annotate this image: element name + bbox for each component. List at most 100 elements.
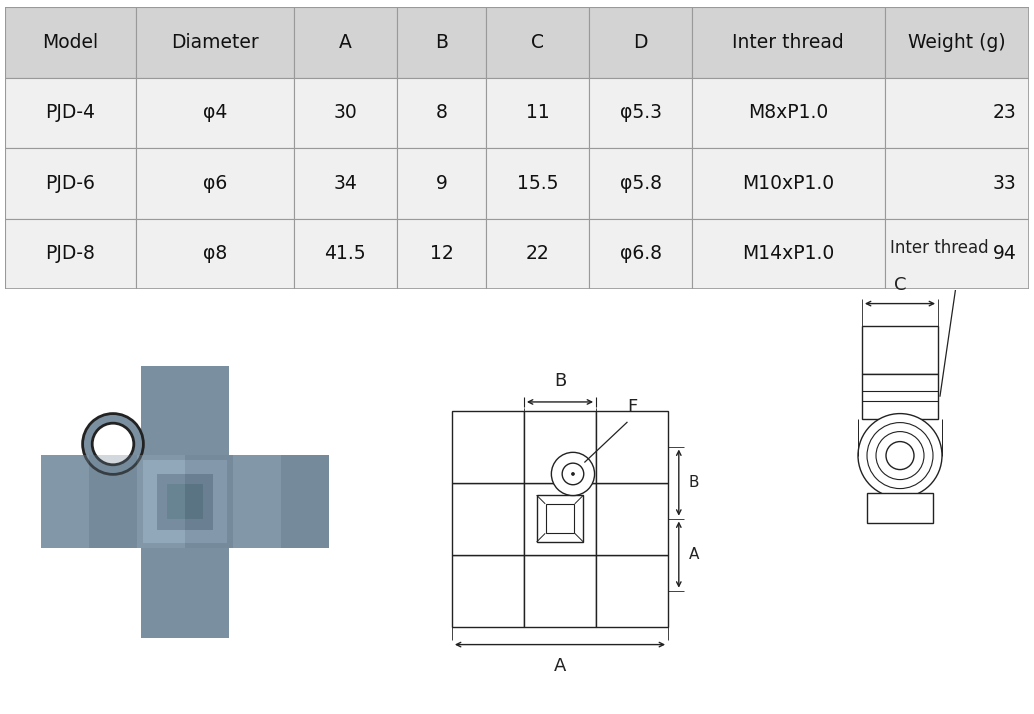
Circle shape — [83, 413, 144, 474]
Text: M10xP1.0: M10xP1.0 — [742, 174, 834, 193]
Text: PJD-8: PJD-8 — [45, 244, 95, 263]
Bar — [168, 484, 203, 519]
Bar — [452, 555, 524, 627]
Bar — [41, 456, 329, 548]
Bar — [5, 7, 135, 78]
Bar — [294, 78, 397, 148]
Bar — [596, 555, 668, 627]
Text: 23: 23 — [993, 104, 1016, 122]
Bar — [41, 456, 89, 548]
Bar — [546, 504, 575, 533]
Bar — [141, 366, 229, 638]
Bar — [866, 493, 933, 523]
Text: φ6.8: φ6.8 — [619, 244, 662, 263]
Bar — [89, 456, 136, 548]
Bar — [524, 555, 596, 627]
Bar — [452, 483, 524, 555]
Bar — [862, 373, 938, 418]
Bar — [185, 456, 233, 548]
Bar — [135, 78, 294, 148]
Bar — [692, 7, 884, 78]
Bar — [589, 78, 692, 148]
Bar — [692, 148, 884, 218]
Bar — [596, 411, 668, 483]
Text: Diameter: Diameter — [171, 33, 258, 52]
Text: A: A — [689, 547, 699, 562]
Circle shape — [876, 431, 924, 480]
Bar — [144, 460, 226, 543]
Text: φ5.3: φ5.3 — [619, 104, 662, 122]
Text: F: F — [627, 398, 637, 416]
Bar — [596, 483, 668, 555]
Bar — [397, 78, 486, 148]
Text: PJD-6: PJD-6 — [45, 174, 95, 193]
Circle shape — [886, 441, 914, 470]
Text: M14xP1.0: M14xP1.0 — [742, 244, 834, 263]
Bar — [5, 148, 135, 218]
Bar — [884, 78, 1029, 148]
Text: 8: 8 — [435, 104, 448, 122]
Text: 33: 33 — [993, 174, 1016, 193]
Bar — [294, 7, 397, 78]
Text: 41.5: 41.5 — [325, 244, 366, 263]
Text: A: A — [339, 33, 352, 52]
Text: 34: 34 — [333, 174, 357, 193]
Text: 94: 94 — [993, 244, 1016, 263]
Bar — [486, 7, 589, 78]
Bar — [5, 218, 135, 289]
Circle shape — [858, 413, 942, 498]
Bar — [397, 7, 486, 78]
Bar — [135, 7, 294, 78]
Text: Model: Model — [42, 33, 98, 52]
Bar — [524, 411, 596, 483]
Text: C: C — [893, 276, 906, 293]
Bar — [589, 218, 692, 289]
Text: Inter thread: Inter thread — [890, 238, 989, 256]
Bar — [692, 78, 884, 148]
Text: C: C — [531, 33, 544, 52]
Circle shape — [92, 423, 133, 465]
Bar — [135, 218, 294, 289]
Text: D: D — [634, 33, 648, 52]
Bar — [294, 148, 397, 218]
Bar — [5, 78, 135, 148]
Text: 30: 30 — [333, 104, 357, 122]
Bar — [397, 218, 486, 289]
Circle shape — [551, 453, 595, 496]
Bar — [136, 456, 185, 548]
Bar — [884, 7, 1029, 78]
Bar — [524, 483, 596, 555]
Circle shape — [572, 473, 575, 476]
Bar — [589, 148, 692, 218]
Text: φ5.8: φ5.8 — [619, 174, 662, 193]
Bar — [135, 148, 294, 218]
Circle shape — [562, 463, 584, 485]
Text: φ6: φ6 — [203, 174, 226, 193]
Bar — [884, 148, 1029, 218]
Text: B: B — [689, 475, 699, 490]
Text: PJD-4: PJD-4 — [45, 104, 95, 122]
Text: 12: 12 — [429, 244, 453, 263]
Bar — [884, 218, 1029, 289]
Text: A: A — [554, 657, 567, 675]
Bar — [294, 218, 397, 289]
Circle shape — [866, 423, 933, 488]
Bar — [452, 411, 524, 483]
Text: 15.5: 15.5 — [517, 174, 558, 193]
Bar — [233, 456, 281, 548]
Bar — [589, 7, 692, 78]
Text: 11: 11 — [525, 104, 549, 122]
Text: B: B — [435, 33, 448, 52]
Text: M8xP1.0: M8xP1.0 — [749, 104, 828, 122]
Bar — [157, 473, 213, 530]
Text: B: B — [554, 372, 567, 390]
Bar — [486, 78, 589, 148]
Bar — [537, 496, 583, 542]
Bar — [281, 456, 329, 548]
Text: Weight (g): Weight (g) — [908, 33, 1005, 52]
Bar — [486, 148, 589, 218]
Text: 9: 9 — [435, 174, 448, 193]
Text: φ8: φ8 — [203, 244, 226, 263]
Bar — [486, 218, 589, 289]
Text: φ4: φ4 — [203, 104, 226, 122]
